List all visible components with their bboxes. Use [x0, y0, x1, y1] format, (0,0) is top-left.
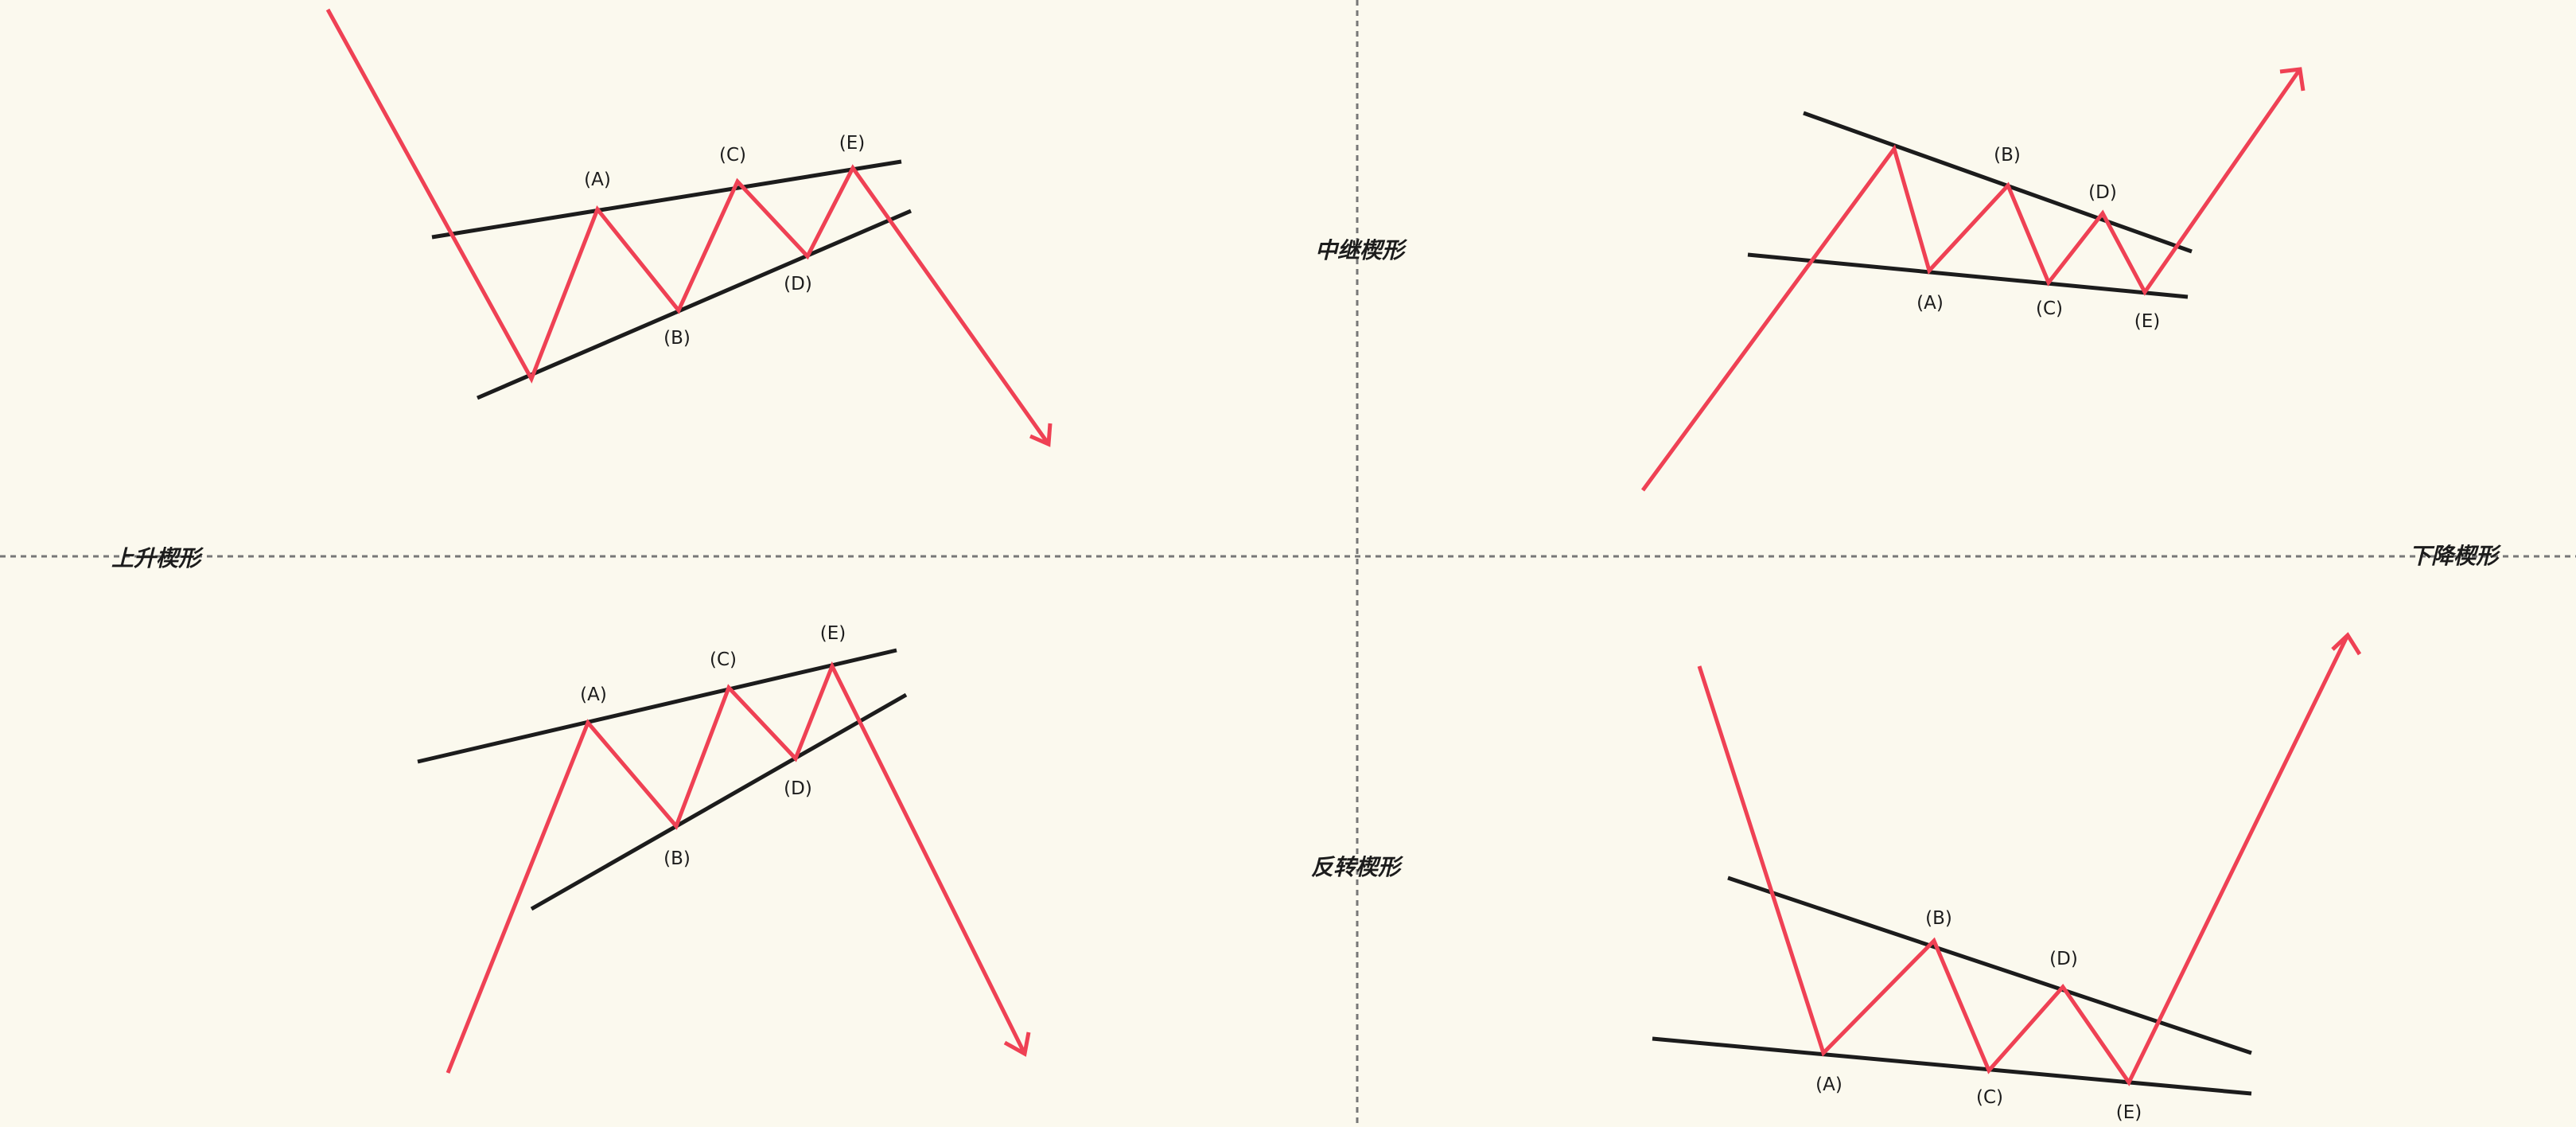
lower-boundary-line [530, 692, 908, 911]
point-label-a: (A) [584, 170, 611, 190]
arrow-head [2279, 67, 2306, 92]
point-label-a: (A) [1916, 293, 1944, 314]
point-label-c: (C) [2036, 298, 2063, 319]
lower-boundary-line [477, 209, 912, 400]
upper-boundary-line [1803, 111, 2193, 254]
point-label-e: (E) [820, 623, 846, 644]
point-label-e: (E) [839, 133, 865, 154]
point-label-b: (B) [1994, 145, 2021, 166]
point-label-b: (B) [663, 848, 691, 869]
point-label-b: (B) [1925, 908, 1952, 929]
point-label-a: (A) [1815, 1074, 1843, 1095]
lower-boundary-line [1652, 1036, 2252, 1096]
point-label-c: (C) [1976, 1087, 2003, 1108]
falling-wedge-title: 下降楔形 [2409, 543, 2502, 569]
point-label-b: (B) [663, 328, 691, 349]
point-label-e: (E) [2134, 311, 2160, 332]
rising-continuation-pattern: (A) (B) (C) (D) (E) [325, 8, 1053, 447]
arrow-head [1003, 1031, 1031, 1057]
price-wave-line [446, 661, 1027, 1074]
point-label-d: (D) [784, 274, 812, 294]
rising-wedge-title: 上升楔形 [111, 545, 204, 571]
upper-boundary-line [431, 159, 902, 240]
point-label-c: (C) [719, 145, 746, 166]
falling-reversal-pattern: (A) (B) (C) (D) (E) [1652, 632, 2362, 1123]
point-label-a: (A) [580, 684, 607, 705]
lower-boundary-line [1747, 252, 2189, 299]
arrow-head [1029, 423, 1053, 447]
point-label-c: (C) [710, 649, 737, 670]
upper-boundary-line [1727, 875, 2252, 1055]
arrow-head [2331, 632, 2362, 656]
price-wave-line [325, 8, 1051, 446]
rising-reversal-pattern: (A) (B) (C) (D) (E) [417, 623, 1031, 1074]
reversal-wedge-title: 反转楔形 [1311, 854, 1404, 880]
point-label-d: (D) [784, 778, 812, 799]
continuation-wedge-title: 中继楔形 [1315, 237, 1408, 263]
falling-continuation-pattern: (A) (B) (C) (D) (E) [1640, 67, 2306, 492]
point-label-d: (D) [2049, 949, 2078, 969]
price-wave-line [1697, 634, 2350, 1086]
price-wave-line [1640, 68, 2302, 492]
upper-boundary-line [417, 648, 897, 764]
point-label-e: (E) [2116, 1102, 2142, 1123]
point-label-d: (D) [2088, 182, 2117, 203]
